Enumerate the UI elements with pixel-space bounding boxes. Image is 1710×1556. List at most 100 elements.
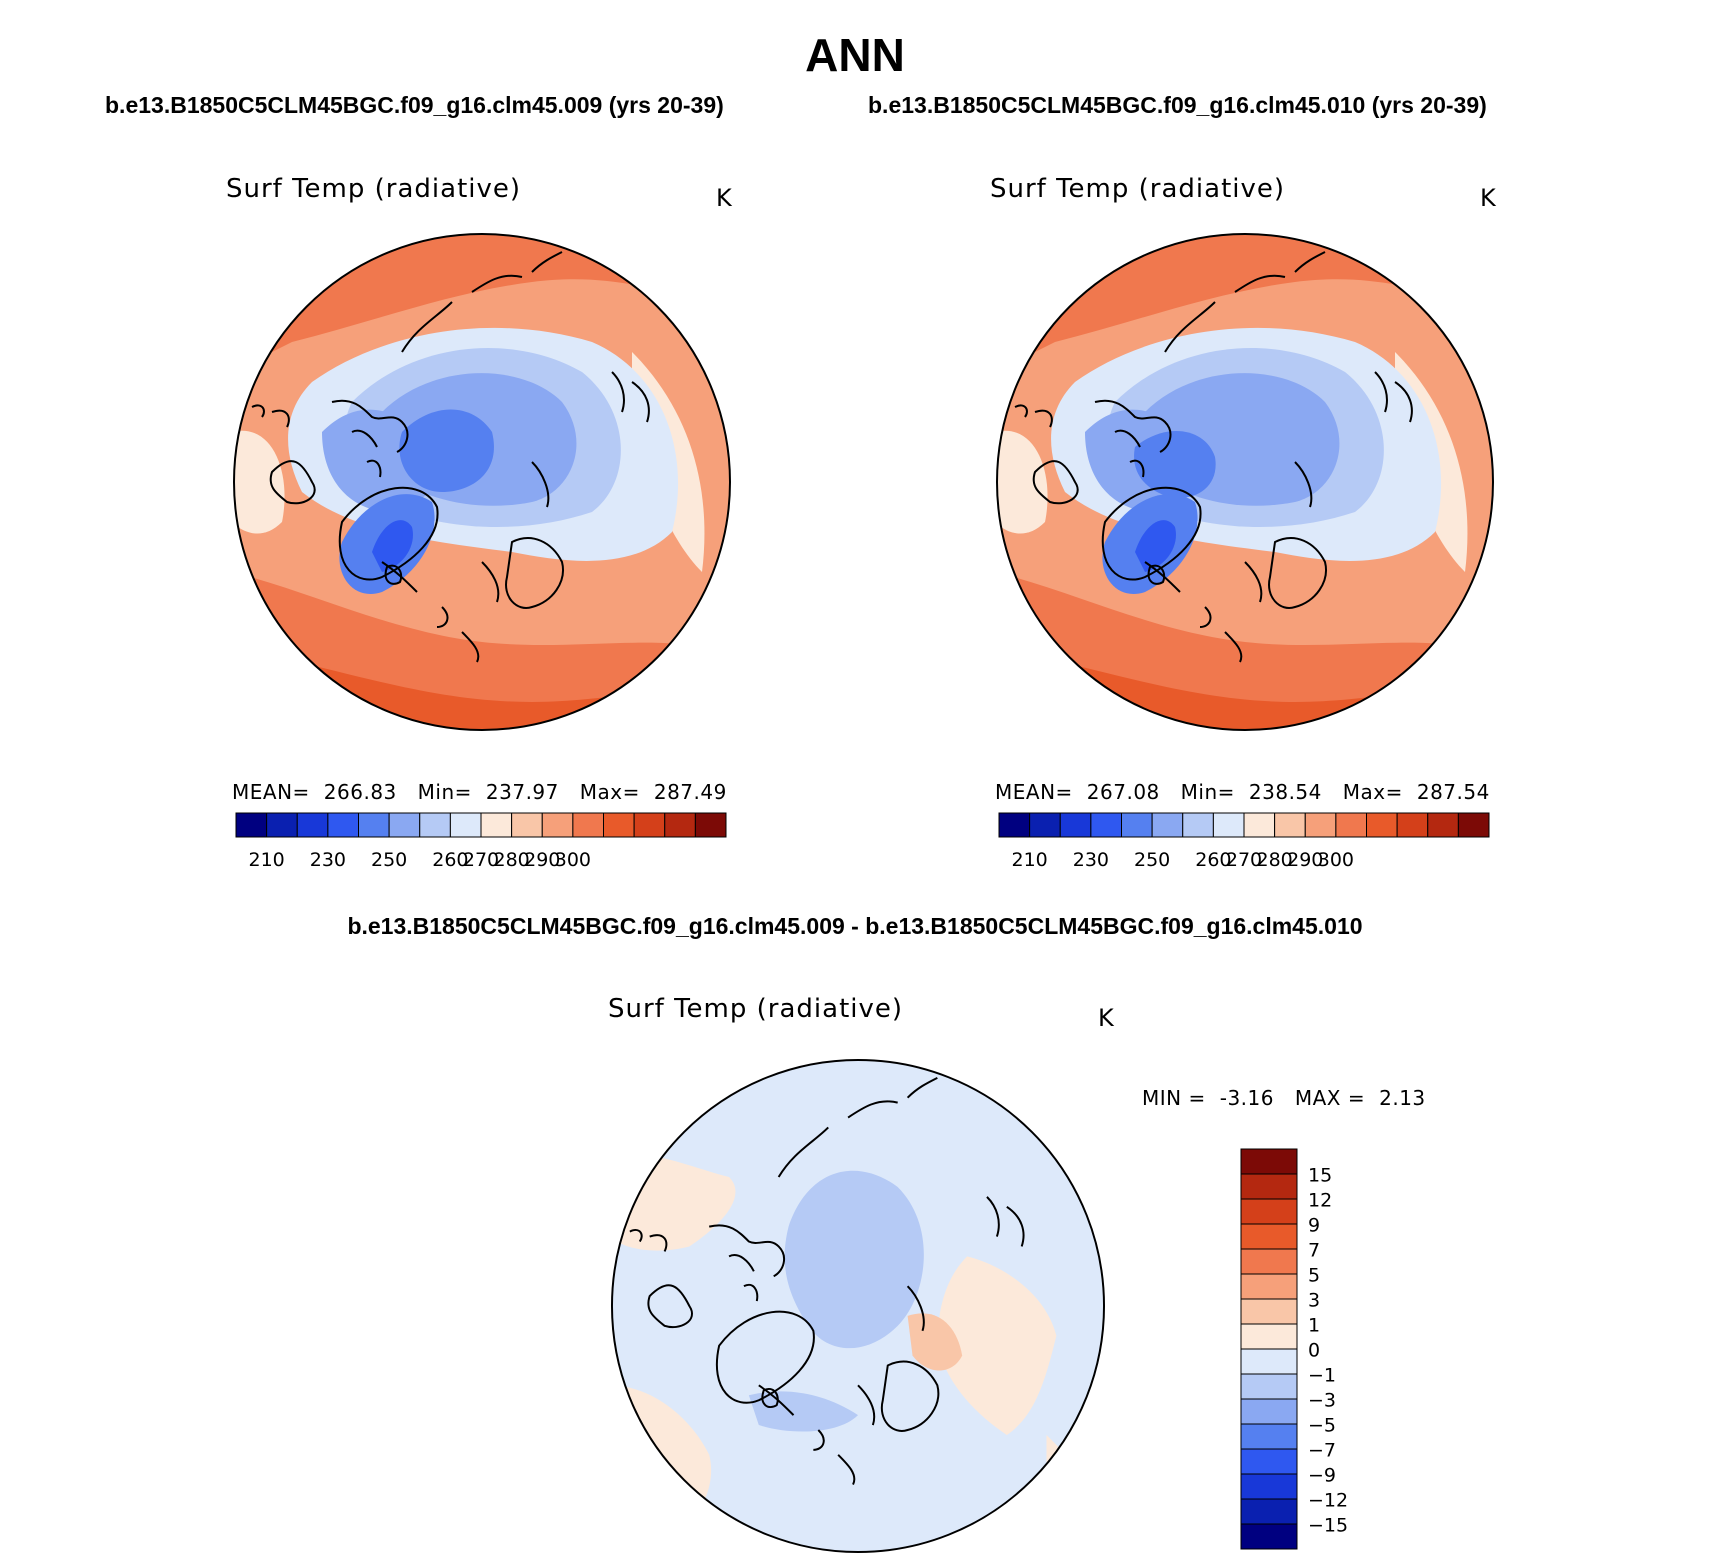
colorbar-swatch [1240,1198,1298,1225]
min-value: -3.16 [1219,1086,1274,1110]
mean-label: MEAN= [232,780,310,804]
colorbar-swatch [694,812,727,838]
colorbar-tick-label: 270 [1226,849,1262,871]
colorbar-tick-label: 9 [1308,1215,1320,1237]
colorbar-swatch [572,812,604,838]
colorbar-swatch [1240,1473,1298,1500]
page-title: ANN [805,29,905,81]
colorbar-swatch [1366,812,1398,838]
min-label: MIN = [1142,1086,1206,1110]
colorbar-swatch [1304,812,1337,838]
colorbar-tick-label: 210 [248,849,284,871]
colorbar-diff: 15 12 9 7 5 3 1 0 −1 −3 −5 −7 −9 −12 −15 [1240,1148,1348,1550]
colorbar-swatch [1240,1248,1298,1275]
colorbar-swatch [1240,1448,1298,1475]
colorbar-swatch [1240,1498,1298,1525]
colorbar-tick-label: 5 [1308,1265,1320,1287]
colorbar-swatch [1335,812,1367,838]
colorbar-tick-label: −7 [1308,1440,1336,1462]
colorbar-tick-label: 300 [555,849,591,871]
colorbar-swatch [480,812,513,838]
colorbar-tick-label: 290 [1287,849,1323,871]
colorbar-tick-label: 280 [493,849,529,871]
difference-title: b.e13.B1850C5CLM45BGC.f09_g16.clm45.009 … [347,913,1363,939]
colorbar-tick-label: 0 [1308,1340,1320,1362]
colorbar-swatch [1240,1273,1298,1300]
colorbar-swatch [1240,1148,1298,1175]
colorbar-tick-label: 15 [1308,1165,1332,1187]
colorbar-swatch [1240,1223,1298,1250]
colorbar-swatch [1240,1298,1298,1325]
mean-value: 267.08 [1086,780,1160,804]
stats-right: MEAN= 267.08 Min= 238.54 Max= 287.54 [995,780,1504,804]
colorbar-swatch [1240,1348,1298,1375]
max-value: 287.54 [1416,780,1490,804]
colorbar-tick-label: 300 [1318,849,1354,871]
colorbar-swatch [1059,812,1092,838]
colorbar-swatch [1240,1398,1298,1425]
colorbar-swatch [1151,812,1184,838]
colorbar-tick-label: 290 [524,849,560,871]
colorbar-tick-label: 210 [1011,849,1047,871]
colorbar-swatch [511,812,543,838]
colorbar-swatch [1240,1173,1298,1200]
colorbar-swatch [1212,812,1245,838]
colorbar-tick-label: 250 [371,849,407,871]
colorbar-tick-label: 230 [1073,849,1109,871]
colorbar-swatch [633,812,666,838]
colorbar-tick-label: −1 [1308,1365,1336,1387]
colorbar-swatch [541,812,574,838]
variable-label-right: Surf Temp (radiative) [990,174,1286,204]
colorbar-tick-label: 250 [1134,849,1170,871]
colorbar-swatch [1457,812,1490,838]
colorbar-swatch [1240,1523,1298,1550]
max-label: Max= [579,780,640,804]
colorbar-swatch [388,812,421,838]
colorbar-swatch [1243,812,1276,838]
colorbar-swatch [296,812,329,838]
colorbar-swatch [1029,812,1061,838]
variable-label-diff: Surf Temp (radiative) [608,994,904,1024]
colorbar-swatch [1240,1373,1298,1400]
colorbar-swatch [419,812,451,838]
max-label: MAX = [1294,1086,1366,1110]
max-label: Max= [1342,780,1403,804]
colorbar-tick-label: 12 [1308,1190,1332,1212]
colorbar-tick-label: −12 [1308,1490,1348,1512]
max-value: 287.49 [653,780,727,804]
polar-map-diff [610,1058,1106,1554]
min-label: Min= [1180,780,1235,804]
colorbar-swatch [1090,812,1122,838]
colorbar-tick-label: 3 [1308,1290,1320,1312]
colorbar-swatch [1427,812,1459,838]
case-title-left: b.e13.B1850C5CLM45BGC.f09_g16.clm45.009 … [105,92,724,118]
colorbar-swatch [1121,812,1153,838]
colorbar-swatch [998,812,1031,838]
stats-left: MEAN= 266.83 Min= 237.97 Max= 287.49 [232,780,741,804]
colorbar-tick-label: 230 [310,849,346,871]
colorbar-swatch [664,812,696,838]
polar-map-left [233,233,731,731]
units-label-left: K [716,184,732,212]
diff-stats: MIN = -3.16 MAX = 2.13 [1142,1086,1440,1110]
colorbar-tick-label: −5 [1308,1415,1336,1437]
colorbar-tick-label: −3 [1308,1390,1336,1412]
colorbar-swatch [1274,812,1306,838]
polar-map-right [996,233,1494,731]
colorbar-swatch [358,812,390,838]
colorbar-tick-label: −9 [1308,1465,1336,1487]
colorbar-swatch [327,812,359,838]
colorbar-swatch [266,812,298,838]
case-title-right: b.e13.B1850C5CLM45BGC.f09_g16.clm45.010 … [868,92,1487,118]
units-label-diff: K [1098,1004,1114,1032]
units-label-right: K [1480,184,1496,212]
colorbar-swatch [235,812,268,838]
mean-label: MEAN= [995,780,1073,804]
max-value: 2.13 [1379,1086,1426,1110]
colorbar-swatch [1240,1423,1298,1450]
min-value: 238.54 [1248,780,1322,804]
colorbar-swatch [449,812,482,838]
min-label: Min= [417,780,472,804]
